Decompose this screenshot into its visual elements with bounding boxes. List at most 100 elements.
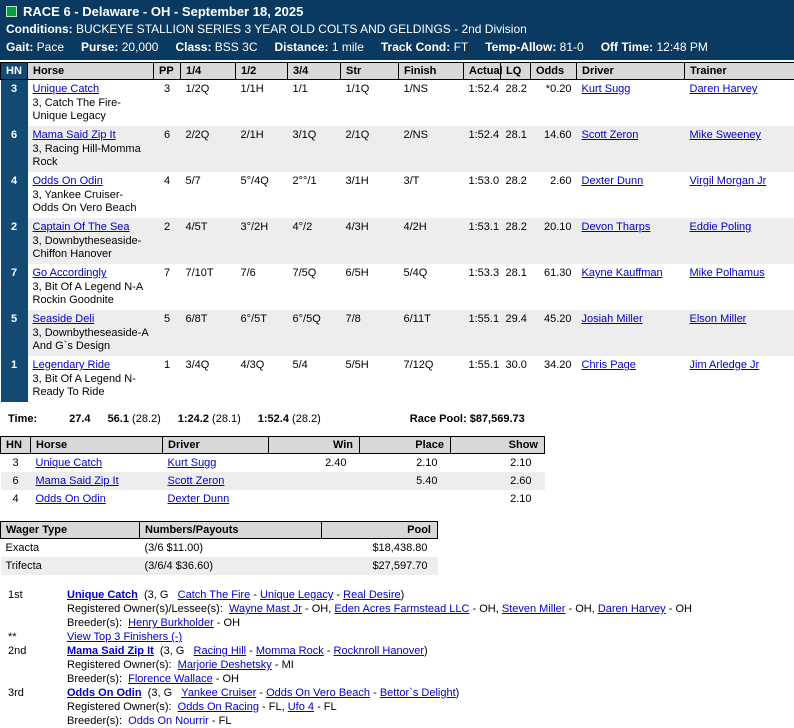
trainer-link[interactable]: Elson Miller	[690, 313, 747, 325]
stretch-cell: 6/5H	[341, 264, 399, 310]
finisher-detail: View Top 3 Finishers (-)	[67, 630, 794, 644]
horse-link[interactable]: Odds On Odin	[36, 493, 106, 505]
wager-row: Exacta(3/6 $11.00)$18,438.80	[1, 539, 438, 558]
col-header-lq: LQ	[501, 63, 531, 80]
driver-link[interactable]: Kurt Sugg	[582, 83, 631, 95]
name-link[interactable]: Real Desire	[343, 589, 400, 601]
name-link[interactable]: Odds On Racing	[178, 701, 259, 713]
horse-link[interactable]: Unique Catch	[33, 83, 100, 95]
text-segment: (3, G	[138, 589, 178, 601]
name-link[interactable]: Henry Burkholder	[128, 617, 214, 629]
horse-link[interactable]: Unique Catch	[36, 457, 103, 469]
name-link[interactable]: Bettor`s Delight	[380, 687, 456, 699]
pp-cell: 1	[154, 356, 181, 402]
finisher-horse-link[interactable]: Odds On Odin	[67, 687, 142, 699]
stretch-cell: 4/3H	[341, 218, 399, 264]
driver-link[interactable]: Dexter Dunn	[168, 493, 230, 505]
finisher-line: Breeder(s): Odds On Nourrir - FL	[67, 714, 794, 728]
name-link[interactable]: View Top 3 Finishers (-)	[67, 631, 182, 643]
stat-label: Purse:	[81, 40, 118, 54]
driver-link[interactable]: Kayne Kauffman	[582, 267, 663, 279]
payout-col-driver: Driver	[163, 437, 269, 454]
driver-link[interactable]: Kurt Sugg	[168, 457, 217, 469]
name-link[interactable]: Steven Miller	[502, 603, 566, 615]
text-segment: Registered Owner(s)/Lessee(s):	[67, 603, 229, 615]
name-link[interactable]: Unique Legacy	[260, 589, 333, 601]
quarter3-cell: 4°/2	[288, 218, 341, 264]
horse-link[interactable]: Mama Said Zip It	[33, 129, 116, 141]
driver-link[interactable]: Devon Tharps	[582, 221, 651, 233]
driver-link[interactable]: Scott Zeron	[168, 475, 225, 487]
name-link[interactable]: Rocknroll Hanover	[334, 645, 424, 657]
col-header-hn: HN	[1, 63, 28, 80]
quarter2-cell: 2/1H	[236, 126, 288, 172]
horse-pedigree: 3, Racing Hill-Momma Rock	[33, 143, 149, 169]
name-link[interactable]: Odds On Nourrir	[128, 715, 209, 727]
odds-cell: 61.30	[531, 264, 577, 310]
horse-link[interactable]: Odds On Odin	[33, 175, 103, 187]
trainer-cell: Eddie Poling	[685, 218, 794, 264]
odds-cell: 45.20	[531, 310, 577, 356]
driver-link[interactable]: Scott Zeron	[582, 129, 639, 141]
name-link[interactable]: Odds On Vero Beach	[266, 687, 370, 699]
name-link[interactable]: Ufo 4	[288, 701, 314, 713]
last-quarter-cell: 28.1	[501, 126, 531, 172]
finisher-line: Registered Owner(s): Marjorie Deshetsky …	[67, 658, 794, 672]
name-link[interactable]: Catch The Fire	[178, 589, 251, 601]
finisher-line: Unique Catch (3, G Catch The Fire - Uniq…	[67, 588, 794, 602]
name-link[interactable]: Yankee Cruiser	[181, 687, 256, 699]
col-header-driver: Driver	[577, 63, 685, 80]
name-link[interactable]: Momma Rock	[256, 645, 324, 657]
finish-cell: 6/11T	[399, 310, 464, 356]
trainer-link[interactable]: Mike Polhamus	[690, 267, 765, 279]
trainer-link[interactable]: Mike Sweeney	[690, 129, 762, 141]
name-link[interactable]: Eden Acres Farmstead LLC	[334, 603, 469, 615]
finisher-line: Odds On Odin (3, G Yankee Cruiser - Odds…	[67, 686, 794, 700]
actual-time-cell: 1:52.4	[464, 126, 501, 172]
trainer-link[interactable]: Virgil Morgan Jr	[690, 175, 767, 187]
horse-link[interactable]: Captain Of The Sea	[33, 221, 130, 233]
finisher-horse-link[interactable]: Unique Catch	[67, 589, 138, 601]
trainer-link[interactable]: Jim Arledge Jr	[690, 359, 760, 371]
trainer-link[interactable]: Eddie Poling	[690, 221, 752, 233]
payout-horse-cell: Unique Catch	[31, 454, 163, 473]
driver-cell: Scott Zeron	[577, 126, 685, 172]
race-indicator-icon	[6, 6, 17, 17]
name-link[interactable]: Racing Hill	[194, 645, 247, 657]
pp-cell: 3	[154, 80, 181, 127]
finish-cell: 7/12Q	[399, 356, 464, 402]
driver-link[interactable]: Chris Page	[582, 359, 636, 371]
driver-link[interactable]: Dexter Dunn	[582, 175, 644, 187]
horse-link[interactable]: Mama Said Zip It	[36, 475, 119, 487]
horse-pedigree: 3, Bit Of A Legend N-Ready To Ride	[33, 373, 149, 399]
col-header-odds: Odds	[531, 63, 577, 80]
hn-cell: 5	[1, 310, 28, 356]
name-link[interactable]: Daren Harvey	[598, 603, 666, 615]
finish-cell: 2/NS	[399, 126, 464, 172]
horse-link[interactable]: Go Accordingly	[33, 267, 107, 279]
trainer-cell: Mike Sweeney	[685, 126, 794, 172]
finisher-place: 3rd	[0, 686, 67, 728]
name-link[interactable]: Florence Wallace	[128, 673, 213, 685]
pp-cell: 6	[154, 126, 181, 172]
col-header-quarter2: 1/2	[236, 63, 288, 80]
name-link[interactable]: Marjorie Deshetsky	[178, 659, 272, 671]
finisher-place: 2nd	[0, 644, 67, 686]
finisher-horse-link[interactable]: Mama Said Zip It	[67, 645, 154, 657]
wager-numbers-cell: (3/6/4 $36.60)	[140, 557, 322, 575]
quarter3-cell: 5/4	[288, 356, 341, 402]
driver-link[interactable]: Josiah Miller	[582, 313, 643, 325]
payout-col-hn: HN	[1, 437, 31, 454]
driver-cell: Kurt Sugg	[577, 80, 685, 127]
odds-cell: *0.20	[531, 80, 577, 127]
odds-cell: 20.10	[531, 218, 577, 264]
horse-link[interactable]: Legendary Ride	[33, 359, 111, 371]
horse-link[interactable]: Seaside Deli	[33, 313, 95, 325]
trainer-link[interactable]: Daren Harvey	[690, 83, 758, 95]
name-link[interactable]: Wayne Mast Jr	[229, 603, 302, 615]
race-conditions: Conditions: BUCKEYE STALLION SERIES 3 YE…	[6, 22, 788, 36]
